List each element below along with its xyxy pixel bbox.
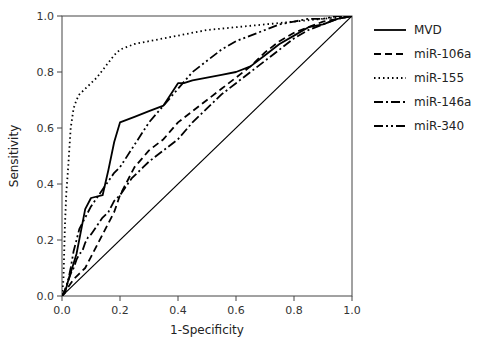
x-tick xyxy=(120,296,121,301)
x-tick-label: 0.2 xyxy=(111,304,129,317)
x-tick xyxy=(294,296,295,301)
legend-label: miR-106a xyxy=(414,47,471,61)
series-line xyxy=(62,16,352,296)
plot-frame xyxy=(62,16,352,296)
y-tick xyxy=(57,240,62,241)
legend: MVD miR-106a miR-155 miR-146a miR-340 xyxy=(374,23,471,133)
legend-label: miR-340 xyxy=(414,119,464,133)
legend-swatch xyxy=(374,125,406,127)
axes: 0.0 0.2 0.4 0.6 0.8 1.0 0.0 0.2 0.4 0.6 0.8 1.0 xyxy=(37,10,361,317)
y-tick-label: 0.0 xyxy=(37,290,55,303)
x-tick-label: 0.0 xyxy=(53,304,71,317)
x-tick xyxy=(352,296,353,301)
legend-swatch xyxy=(374,77,406,79)
x-tick-label: 0.6 xyxy=(227,304,245,317)
y-axis-label: Sensitivity xyxy=(7,125,21,187)
series-line xyxy=(62,16,352,296)
x-tick-label: 1.0 xyxy=(343,304,361,317)
series-line xyxy=(62,16,352,296)
legend-swatch xyxy=(374,101,406,103)
y-tick xyxy=(57,72,62,73)
x-tick xyxy=(236,296,237,301)
y-tick-label: 0.4 xyxy=(37,178,55,191)
y-tick xyxy=(57,16,62,17)
y-tick-label: 0.6 xyxy=(37,122,55,135)
y-tick xyxy=(57,128,62,129)
legend-swatch xyxy=(374,29,406,31)
x-tick xyxy=(62,296,63,301)
series-line xyxy=(62,16,352,296)
lines xyxy=(62,16,352,296)
plot-area xyxy=(62,16,352,296)
legend-label: miR-146a xyxy=(414,95,471,109)
y-tick xyxy=(57,296,62,297)
x-tick xyxy=(178,296,179,301)
reference-line xyxy=(62,16,352,296)
y-tick xyxy=(57,184,62,185)
chart: 0.0 0.2 0.4 0.6 0.8 1.0 0.0 0.2 0.4 0.6 0.8 1.0 1-Sp… xyxy=(0,0,500,349)
legend-label: miR-155 xyxy=(414,71,464,85)
series-line xyxy=(62,16,352,296)
x-tick-label: 0.4 xyxy=(169,304,187,317)
legend-swatch xyxy=(374,53,406,55)
y-tick-label: 0.2 xyxy=(37,234,55,247)
x-axis-label: 1-Specificity xyxy=(170,323,244,337)
legend-label: MVD xyxy=(414,23,442,37)
y-tick-label: 1.0 xyxy=(37,10,55,23)
y-tick-label: 0.8 xyxy=(37,66,55,79)
x-tick-label: 0.8 xyxy=(285,304,303,317)
